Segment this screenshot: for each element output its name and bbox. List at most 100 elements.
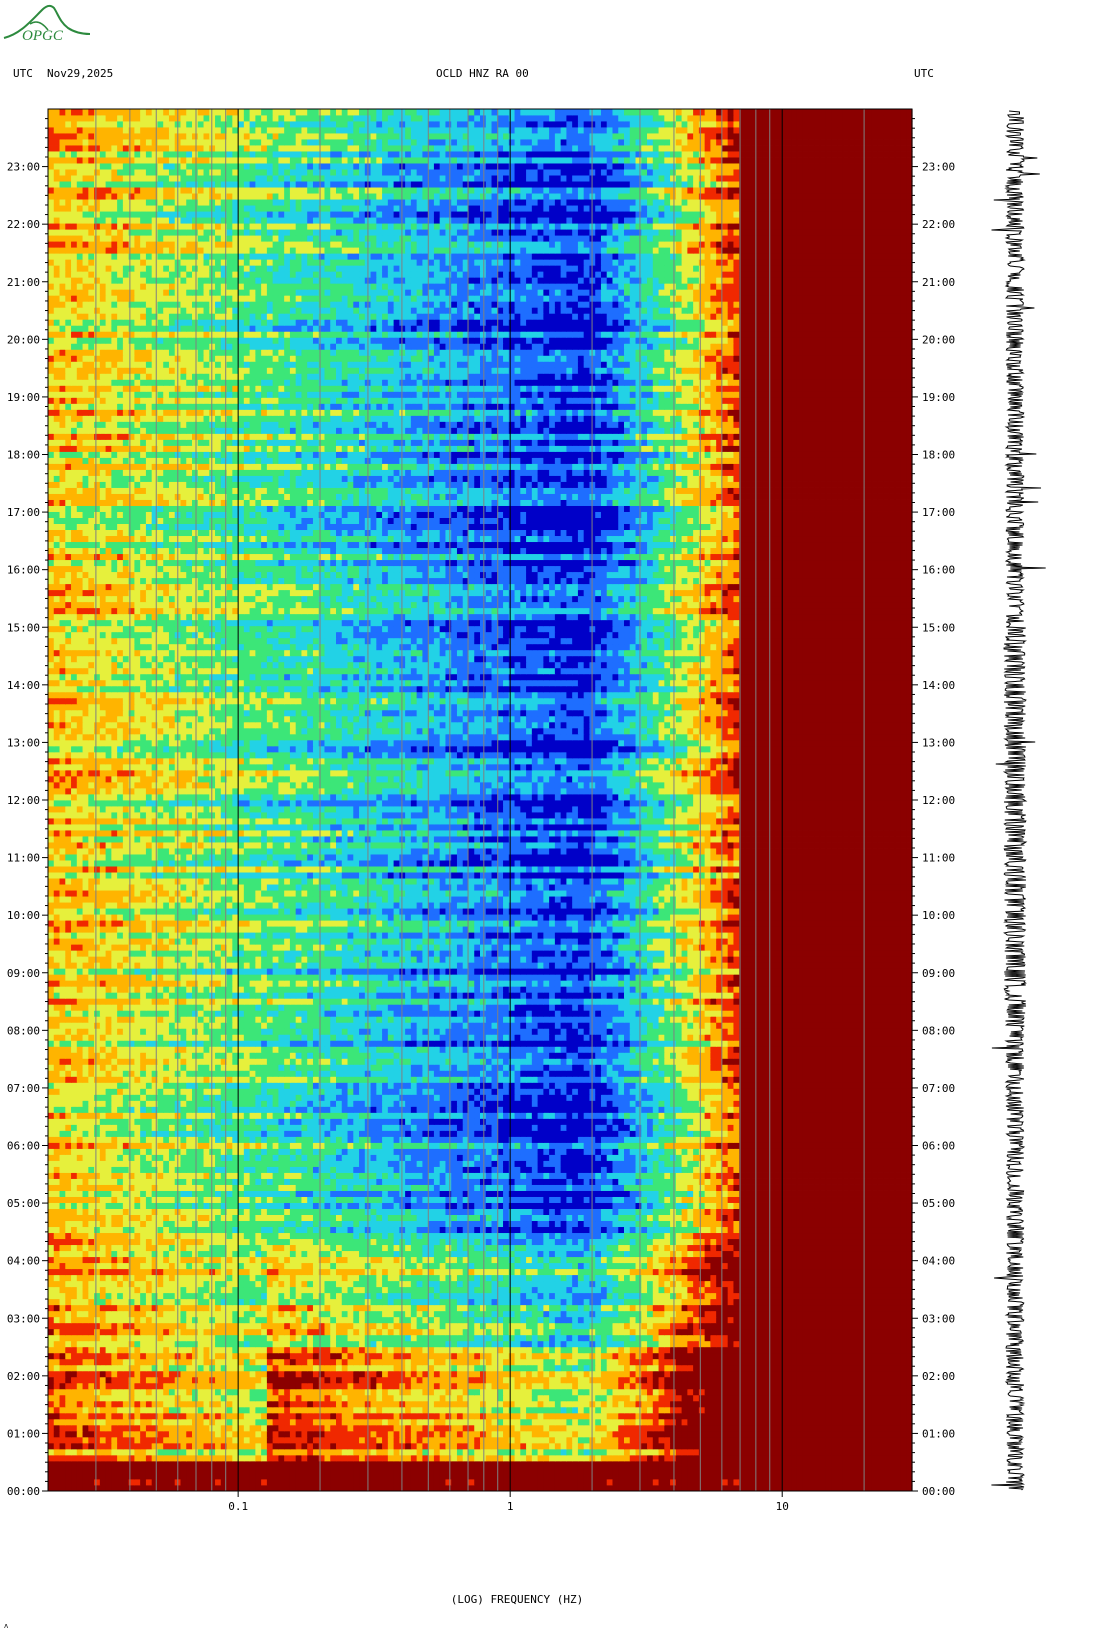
heatmap-cell [307, 1443, 313, 1449]
heatmap-cell [123, 1347, 129, 1353]
heatmap-cell [595, 1335, 601, 1341]
heatmap-cell [538, 1389, 544, 1395]
heatmap-cell [561, 1317, 567, 1323]
heatmap-cell [589, 1371, 595, 1377]
heatmap-cell [549, 1443, 555, 1449]
heatmap-cell [831, 1311, 837, 1317]
heatmap-cell [94, 1371, 100, 1377]
heatmap-cell [837, 1305, 843, 1311]
heatmap-cell [123, 1311, 129, 1317]
heatmap-cell [192, 1401, 198, 1407]
heatmap-cell [250, 1365, 256, 1371]
heatmap-cell [163, 1287, 169, 1293]
heatmap-cell [889, 1377, 895, 1383]
heatmap-cell [301, 1425, 307, 1431]
heatmap-cell [468, 1299, 474, 1305]
heatmap-cell [831, 1305, 837, 1311]
heatmap-cell [768, 1383, 774, 1389]
heatmap-cell [278, 1401, 284, 1407]
heatmap-cell [636, 1383, 642, 1389]
heatmap-cell [77, 1353, 83, 1359]
heatmap-cell [595, 1467, 601, 1473]
heatmap-cell [296, 1377, 302, 1383]
heatmap-cell [566, 1311, 572, 1317]
heatmap-cell [204, 1287, 210, 1293]
heatmap-cell [152, 1365, 158, 1371]
heatmap-cell [515, 1383, 521, 1389]
heatmap-cell [255, 1395, 261, 1401]
heatmap-cell [65, 1413, 71, 1419]
heatmap-cell [503, 1371, 509, 1377]
heatmap-cell [417, 1293, 423, 1299]
heatmap-cell [324, 1389, 330, 1395]
heatmap-cell [192, 1365, 198, 1371]
heatmap-cell [480, 1371, 486, 1377]
heatmap-cell [468, 1371, 474, 1377]
heatmap-cell [399, 1401, 405, 1407]
heatmap-cell [831, 1359, 837, 1365]
heatmap-cell [492, 1383, 498, 1389]
heatmap-cell [532, 1467, 538, 1473]
heatmap-cell [186, 1449, 192, 1455]
heatmap-cell [561, 1425, 567, 1431]
heatmap-cell [756, 1461, 762, 1467]
heatmap-cell [497, 1455, 503, 1461]
heatmap-cell [549, 1323, 555, 1329]
heatmap-cell [814, 1419, 820, 1425]
heatmap-cell [134, 1347, 140, 1353]
heatmap-cell [290, 1317, 296, 1323]
heatmap-cell [791, 1479, 797, 1485]
heatmap-cell [480, 1467, 486, 1473]
heatmap-cell [348, 1479, 354, 1485]
heatmap-cell [457, 1401, 463, 1407]
heatmap-cell [394, 1371, 400, 1377]
heatmap-cell [100, 1317, 106, 1323]
heatmap-cell [797, 1305, 803, 1311]
heatmap-cell [722, 1485, 728, 1491]
heatmap-cell [768, 1443, 774, 1449]
heatmap-cell [48, 1467, 54, 1473]
heatmap-cell [618, 1425, 624, 1431]
heatmap-cell [457, 1413, 463, 1419]
heatmap-cell [267, 1299, 273, 1305]
heatmap-cell [480, 1299, 486, 1305]
heatmap-cell [152, 1413, 158, 1419]
heatmap-cell [468, 1407, 474, 1413]
heatmap-cell [353, 1305, 359, 1311]
heatmap-cell [486, 1383, 492, 1389]
heatmap-cell [94, 1425, 100, 1431]
heatmap-cell [273, 1413, 279, 1419]
heatmap-cell [244, 1461, 250, 1467]
heatmap-cell [180, 1455, 186, 1461]
heatmap-cell [676, 1299, 682, 1305]
heatmap-cell [198, 1431, 204, 1437]
heatmap-cell [566, 1479, 572, 1485]
heatmap-cell [106, 1401, 112, 1407]
heatmap-cell [267, 1437, 273, 1443]
heatmap-cell [584, 1305, 590, 1311]
heatmap-cell [273, 1401, 279, 1407]
heatmap-cell [670, 1485, 676, 1491]
heatmap-cell [428, 1293, 434, 1299]
heatmap-cell [756, 1443, 762, 1449]
heatmap-cell [307, 1347, 313, 1353]
heatmap-cell [371, 1293, 377, 1299]
heatmap-cell [468, 1329, 474, 1335]
heatmap-cell [198, 1335, 204, 1341]
heatmap-cell [273, 1347, 279, 1353]
heatmap-cell [227, 1335, 233, 1341]
heatmap-cell [301, 1473, 307, 1479]
heatmap-cell [774, 1323, 780, 1329]
heatmap-cell [238, 1473, 244, 1479]
heatmap-cell [515, 1359, 521, 1365]
heatmap-cell [641, 1437, 647, 1443]
heatmap-cell [336, 1323, 342, 1329]
heatmap-cell [722, 1359, 728, 1365]
heatmap-cell [486, 1353, 492, 1359]
heatmap-cell [388, 1425, 394, 1431]
heatmap-cell [682, 1449, 688, 1455]
heatmap-cell [526, 1425, 532, 1431]
heatmap-cell [399, 1425, 405, 1431]
heatmap-cell [803, 1413, 809, 1419]
heatmap-cell [791, 1449, 797, 1455]
